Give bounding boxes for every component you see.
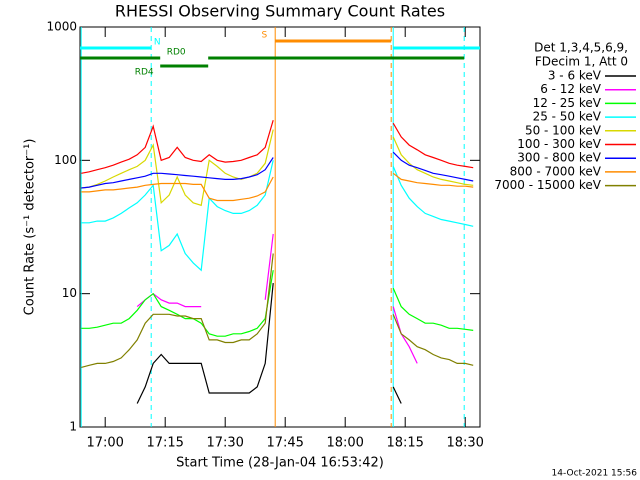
x-tick-label: 17:30 (206, 436, 243, 451)
legend-title: Det 1,3,4,5,6,9, (534, 41, 628, 55)
y-axis-label: Count Rate (s⁻¹ detector⁻¹) (23, 139, 38, 316)
legend-label: 12 - 25 keV (533, 96, 602, 110)
x-axis-label: Start Time (28-Jan-04 16:53:42) (176, 456, 384, 471)
series-line (81, 160, 474, 272)
x-tick-label: 18:15 (386, 436, 423, 451)
chart-title: RHESSI Observing Summary Count Rates (115, 2, 445, 21)
x-tick-label: 18:00 (326, 436, 363, 451)
series-line (81, 253, 474, 368)
series-line (81, 129, 474, 207)
y-tick-label: 10 (62, 286, 77, 300)
series-line (81, 172, 474, 202)
legend-label: 100 - 300 keV (517, 137, 601, 151)
legend-label: 7000 - 15000 keV (494, 178, 601, 192)
series-line (81, 151, 474, 189)
series-line (81, 120, 474, 174)
series-line (81, 270, 474, 337)
x-tick-label: 18:30 (446, 436, 483, 451)
x-tick-label: 17:15 (146, 436, 183, 451)
legend-label: 800 - 7000 keV (510, 164, 602, 178)
plot-frame (79, 26, 481, 428)
timestamp: 14-Oct-2021 15:56 (552, 469, 638, 479)
legend-label: 25 - 50 keV (533, 110, 602, 124)
flag-label: RD4 (135, 68, 154, 78)
y-tick-label: 100 (54, 153, 77, 167)
legend-label: 50 - 100 keV (525, 123, 602, 137)
legend-label: 3 - 6 keV (548, 69, 602, 83)
legend-label: 300 - 800 keV (517, 151, 601, 165)
series-line (136, 283, 402, 404)
flag-label: S (261, 31, 267, 41)
flag-label: N (154, 38, 161, 48)
y-tick-label: 1 (69, 420, 77, 434)
legend-title: FDecim 1, Att 0 (535, 55, 628, 69)
x-tick-label: 17:00 (86, 436, 123, 451)
legend-label: 6 - 12 keV (540, 82, 602, 96)
flag-label: RD0 (167, 48, 186, 58)
y-tick-label: 1000 (46, 20, 77, 34)
x-tick-label: 17:45 (266, 436, 303, 451)
